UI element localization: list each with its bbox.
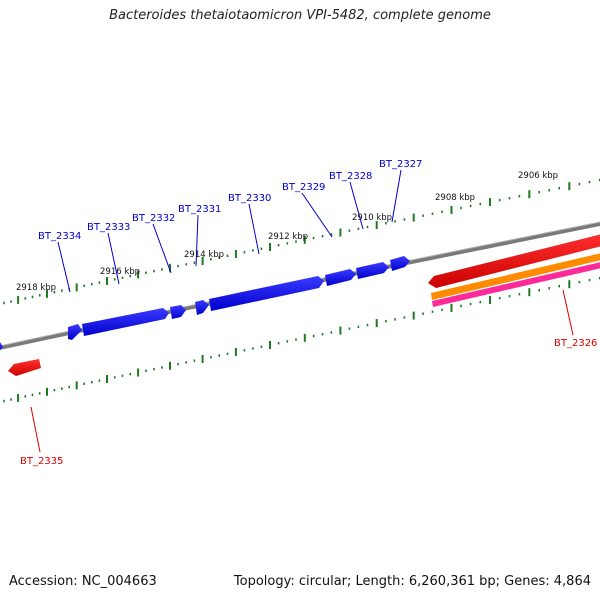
leader-BT_2334 [57,241,71,293]
leader-BT_2335 [30,406,41,453]
gene-label-BT_2330[interactable]: BT_2330 [228,193,271,204]
leader-BT_2327 [391,169,402,223]
leader-BT_2329 [301,192,333,238]
gene-BT_2334-arrow[interactable] [68,324,82,340]
gene-BT_2333-arrow[interactable] [82,308,169,336]
accession-text: Accession: NC_004663 [9,574,157,589]
gene-BT_2335-arrow[interactable] [8,359,41,376]
leader-BT_2330 [248,203,260,255]
tick-label-2912: 2912 kbp [268,232,308,242]
tick-label-2918: 2918 kbp [16,283,56,293]
tick-labels: 2906 kbp 2908 kbp 2910 kbp 2912 kbp 2914… [16,171,558,293]
tick-label-2916: 2916 kbp [100,267,140,277]
tick-label-2908: 2908 kbp [435,193,475,203]
tick-track-inner [3,276,600,403]
magenta-feature-bar[interactable] [432,260,600,307]
gene-label-BT_2335[interactable]: BT_2335 [20,456,63,467]
gene-label-BT_2327[interactable]: BT_2327 [379,159,422,170]
forward-gene-labels: BT_2327 BT_2328 BT_2329 BT_2330 BT_2331 … [38,159,422,242]
reverse-gene-track [8,232,600,376]
gene-BT_2327-arrow[interactable] [390,256,410,271]
genome-title: Bacteroides thetaiotaomicron VPI-5482, c… [109,8,491,23]
gene-BT_2326-arrow[interactable] [428,232,600,288]
gene-label-BT_2326[interactable]: BT_2326 [554,338,597,349]
leader-BT_2332 [152,223,172,274]
tick-label-2914: 2914 kbp [184,250,224,260]
forward-gene-track [0,256,410,352]
tick-label-2906: 2906 kbp [518,171,558,181]
reverse-gene-labels: BT_2326 BT_2335 [20,338,597,467]
gene-BT_2330-arrow[interactable] [209,276,324,311]
gene-BT_2331-arrow[interactable] [195,300,209,315]
gene-BT_2328-arrow[interactable] [356,262,389,279]
gene-BT_2332-arrow[interactable] [170,305,186,319]
leader-BT_2333 [107,232,120,285]
leader-BT_2328 [349,181,364,230]
tick-label-2910: 2910 kbp [352,213,392,223]
leader-BT_2331 [195,214,199,267]
gene-label-BT_2333[interactable]: BT_2333 [87,222,130,233]
gene-left-edge-arrow[interactable] [0,342,3,352]
gene-label-BT_2329[interactable]: BT_2329 [282,182,325,193]
gene-label-BT_2331[interactable]: BT_2331 [178,204,221,215]
gene-BT_2329-arrow[interactable] [325,269,356,286]
gene-label-BT_2328[interactable]: BT_2328 [329,171,372,182]
leader-lines [30,169,574,453]
leader-BT_2326 [562,289,574,336]
gene-label-BT_2332[interactable]: BT_2332 [132,213,175,224]
orange-feature-bar[interactable] [431,251,600,300]
gene-label-BT_2334[interactable]: BT_2334 [38,231,81,242]
topology-text: Topology: circular; Length: 6,260,361 bp… [233,574,591,589]
